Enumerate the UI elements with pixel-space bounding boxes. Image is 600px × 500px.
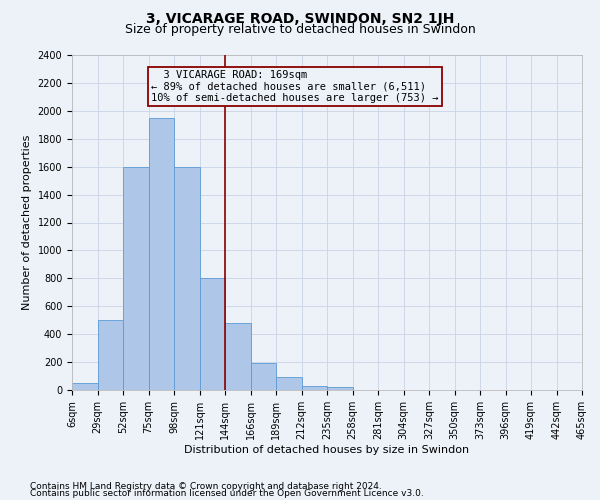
Bar: [149, 118, 174, 390]
Bar: [174, 166, 199, 390]
Bar: [225, 323, 251, 390]
Bar: [72, 383, 97, 390]
Bar: [302, 386, 327, 390]
Bar: [251, 364, 276, 390]
Bar: [327, 386, 353, 390]
X-axis label: Distribution of detached houses by size in Swindon: Distribution of detached houses by size …: [184, 444, 470, 454]
Text: Contains HM Land Registry data © Crown copyright and database right 2024.: Contains HM Land Registry data © Crown c…: [30, 482, 382, 491]
Bar: [123, 166, 149, 390]
Text: 3 VICARAGE ROAD: 169sqm
← 89% of detached houses are smaller (6,511)
10% of semi: 3 VICARAGE ROAD: 169sqm ← 89% of detache…: [151, 70, 439, 103]
Text: Contains public sector information licensed under the Open Government Licence v3: Contains public sector information licen…: [30, 490, 424, 498]
Text: Size of property relative to detached houses in Swindon: Size of property relative to detached ho…: [125, 22, 475, 36]
Bar: [276, 378, 302, 390]
Bar: [97, 320, 123, 390]
Text: 3, VICARAGE ROAD, SWINDON, SN2 1JH: 3, VICARAGE ROAD, SWINDON, SN2 1JH: [146, 12, 454, 26]
Y-axis label: Number of detached properties: Number of detached properties: [22, 135, 32, 310]
Bar: [199, 278, 225, 390]
